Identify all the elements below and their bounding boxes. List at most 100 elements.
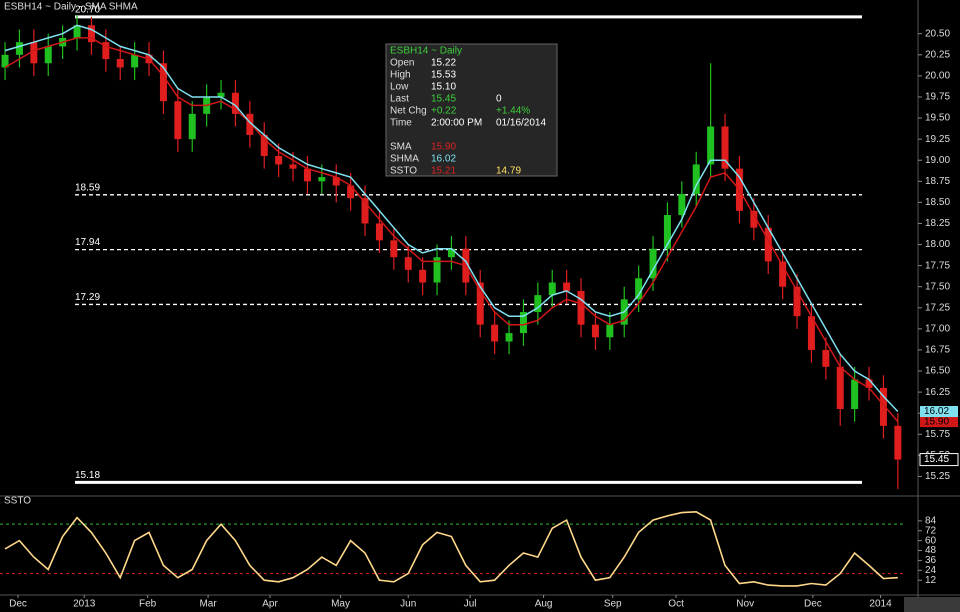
candle-body [707, 126, 715, 165]
candle-body [649, 248, 657, 279]
candle-body [246, 113, 254, 135]
tooltip-cell: Time [390, 118, 412, 129]
candle-body [851, 379, 859, 409]
tooltip-cell: Last [390, 94, 409, 105]
candle-body [750, 210, 758, 228]
candle-body [275, 156, 283, 165]
tooltip-rows: Open 15.22 High 15.53 Low 15.10 Last 15.45 0 Net … [390, 58, 546, 177]
y-tick-label: 20.00 [925, 71, 950, 82]
tooltip-cell: SMA [390, 142, 412, 153]
candle-body [404, 257, 412, 270]
tooltip-cell: SSTO [390, 166, 417, 177]
candle-body [563, 282, 571, 291]
y-tick-label: 18.00 [925, 239, 950, 250]
candle-body [807, 316, 815, 350]
tooltip-cell: 15.45 [431, 94, 456, 105]
candle-body [303, 168, 311, 182]
x-tick-label: Oct [668, 599, 684, 610]
y-tick-label: 19.75 [925, 92, 950, 103]
candle-body [30, 42, 38, 64]
y-tick-label: 24 [925, 565, 937, 576]
x-tick-label: Dec [804, 599, 822, 610]
candle-body [822, 349, 830, 367]
y-tick-label: 60 [925, 535, 937, 546]
candle-body [361, 198, 369, 224]
candle-body [231, 92, 239, 114]
y-tick-label: 17.75 [925, 260, 950, 271]
candle-body [779, 261, 787, 287]
tooltip-cell: 16.02 [431, 154, 456, 165]
y-tick-label: 16.75 [925, 345, 950, 356]
level-label: 18.59 [75, 182, 100, 193]
oscillator-line [4, 510, 898, 587]
tooltip-cell: Open [390, 58, 414, 69]
tooltip-box [385, 43, 558, 177]
tooltip-cell: 15.90 [431, 142, 456, 153]
candle-body [894, 425, 902, 460]
candle-body [188, 113, 196, 140]
candle-body [476, 282, 484, 325]
candle-body [635, 278, 643, 300]
last-value-box [920, 416, 958, 428]
candle-body [577, 290, 585, 325]
candle-body [721, 126, 729, 169]
candle-body [318, 177, 326, 182]
tooltip-cell: Low [390, 82, 409, 93]
candle-body [505, 333, 513, 342]
y-tick-label: 84 [925, 516, 937, 527]
last-value-label: 15.90 [924, 416, 949, 427]
candle-body [764, 227, 772, 262]
y-tick-label: 18.50 [925, 197, 950, 208]
candle-body [260, 134, 268, 157]
x-tick-label: Nov [736, 599, 754, 610]
indicator-line [4, 37, 899, 423]
candle-body [836, 366, 844, 409]
panel-title: SSTO [4, 496, 31, 507]
y-tick-label: 20.25 [925, 49, 950, 60]
x-tick-label: Dec [9, 599, 27, 610]
tooltip-cell: +0.22 [431, 106, 457, 117]
x-tick-label: Feb [139, 599, 157, 610]
candle-body [591, 324, 599, 338]
x-tick-label: May [331, 599, 350, 610]
candle-body [534, 295, 542, 313]
level-label: 17.94 [75, 237, 100, 248]
y-tick-label: 19.25 [925, 134, 950, 145]
indicator-line [4, 24, 899, 413]
y-tick-label: 18.25 [925, 218, 950, 229]
plot: 20.50 20.25 20.00 19.75 19.50 19.25 19.00 18.75… [0, 5, 959, 610]
candle-body [15, 42, 23, 55]
level-label: 17.29 [75, 292, 100, 303]
y-tick-label: 15.25 [925, 471, 950, 482]
candle-body [332, 177, 340, 186]
candle-body [159, 63, 167, 102]
candle-body [1, 54, 9, 68]
y-tick-label: 17.00 [925, 324, 950, 335]
candle-body [447, 248, 455, 258]
candle-body [491, 324, 499, 342]
tooltip-cell: +1.44% [496, 106, 530, 117]
tooltip: ESBH14 ~ Daily Open 15.22 High 15.53 Low 15.1… [385, 43, 558, 177]
tooltip-header: ESBH14 ~ Daily [390, 46, 462, 57]
y-tick-label: 15.75 [925, 429, 950, 440]
candle-body [865, 379, 873, 388]
y-tick-label: 36 [925, 555, 937, 566]
candle-body [606, 324, 614, 338]
tooltip-cell: Net Chg [390, 106, 427, 117]
tooltip-cell: 01/16/2014 [496, 118, 546, 129]
candle-body [131, 54, 139, 68]
y-tick-label: 16.50 [925, 366, 950, 377]
candle-body [375, 223, 383, 241]
x-tick-label: Jun [400, 599, 416, 610]
tooltip-cell: 0 [496, 94, 502, 105]
last-price-label: 15.45 [924, 454, 949, 465]
x-tick-label: Jul [464, 599, 477, 610]
candle-body [73, 25, 81, 38]
tooltip-cell: 15.22 [431, 58, 456, 69]
x-tick-label: 2013 [73, 599, 96, 610]
y-tick-label: 48 [925, 545, 937, 556]
x-tick-label: Sep [604, 599, 622, 610]
scroll-box [904, 597, 960, 612]
tooltip-cell: SHMA [390, 154, 419, 165]
